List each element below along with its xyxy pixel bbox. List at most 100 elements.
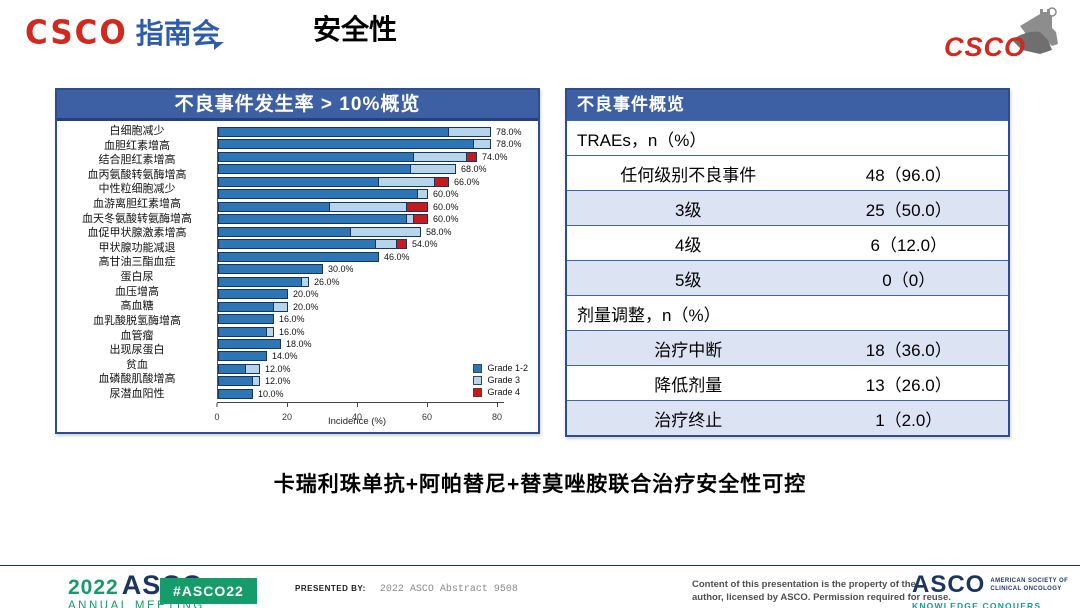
adverse-events-chart-panel: 不良事件发生率 > 10%概览 白细胞减少 血胆红素增高 结合胆红素增高 血丙氨酸转氨… <box>55 88 540 434</box>
bar-value-label: 46.0% <box>384 251 410 262</box>
chart-title: 不良事件发生率 > 10%概览 <box>57 90 538 121</box>
x-axis-tick: 60 <box>422 403 432 425</box>
hashtag-badge: #ASCO22 <box>160 578 257 604</box>
bar-row: 60.0% <box>218 189 532 200</box>
legend-label: Grade 1-2 <box>487 363 528 373</box>
legend-entry: Grade 1-2 <box>473 363 528 373</box>
csco-guide-logo-text: 指南会 <box>135 18 220 49</box>
table-row: 治疗终止 1（2.0） <box>567 400 1008 435</box>
bar-segment-grade3 <box>253 376 260 387</box>
category-label: 血胆红素增高 <box>104 139 170 152</box>
category-label: 血管瘤 <box>120 329 154 342</box>
category-label: 甲状腺功能减退 <box>98 241 176 254</box>
meeting-year: 2022 <box>68 576 119 599</box>
bar-value-label: 68.0% <box>461 164 487 175</box>
csco-logo-text: CSCO <box>944 32 1027 62</box>
legend-entry: Grade 4 <box>473 387 528 397</box>
legend-entry: Grade 3 <box>473 375 528 385</box>
bar-value-label: 58.0% <box>426 226 452 237</box>
legend-label: Grade 3 <box>487 375 520 385</box>
bar-segment-grade12 <box>218 201 330 212</box>
table-row-label: 降低剂量 <box>654 375 723 395</box>
bar-segment-grade12 <box>218 151 414 162</box>
bar-segment-grade4 <box>466 151 477 162</box>
bar-value-label: 26.0% <box>314 276 340 287</box>
category-label: 血游离胆红素增高 <box>93 198 181 211</box>
page-title: 安全性 <box>313 14 398 45</box>
category-label: 蛋白尿 <box>120 271 154 284</box>
bar-row: 60.0% <box>218 214 532 225</box>
bar-row: 16.0% <box>218 314 532 325</box>
bar-row: 14.0% <box>218 351 532 362</box>
bar-segment-grade3 <box>330 201 407 212</box>
bar-segment-grade3 <box>417 189 428 200</box>
asco-society-line-2: CLINICAL ONCOLOGY <box>990 586 1062 592</box>
bar-row: 66.0% <box>218 176 532 187</box>
plot-area: 78.0% 78.0% 74.0% 68.0% 66.0% 60.0% 60.0% 60.0%… <box>217 127 532 399</box>
bar-row: 30.0% <box>218 264 532 275</box>
bar-segment-grade4 <box>435 176 449 187</box>
bar-segment-grade12 <box>218 276 302 287</box>
bar-value-label: 60.0% <box>433 189 459 200</box>
bar-row: 20.0% <box>218 301 532 312</box>
bar-segment-grade12 <box>218 127 449 137</box>
bar-row: 12.0% <box>218 376 532 387</box>
table-rows: TRAEs，n（%） 任何级别不良事件 48（96.0） 3级 25（50.0） 4级 6（… <box>567 120 1008 435</box>
x-axis-tick: 20 <box>282 403 292 425</box>
bar-segment-grade3 <box>414 151 467 162</box>
x-axis-tick: 80 <box>492 403 502 425</box>
bar-value-label: 12.0% <box>265 363 291 374</box>
csco-guide-logo: CSCO 指南会 <box>25 12 224 52</box>
presented-by-value: 2022 ASCO Abstract 9508 <box>379 584 518 595</box>
bar-segment-grade3 <box>246 363 260 374</box>
category-label: 血磷酸肌酸增高 <box>98 373 176 386</box>
bar-row: 78.0% <box>218 127 532 137</box>
bar-segment-grade12 <box>218 239 376 250</box>
category-label: 结合胆红素增高 <box>98 154 176 167</box>
category-label: 血天冬氨酸转氨酶增高 <box>82 212 192 225</box>
category-label: 血促甲状腺激素增高 <box>87 227 187 240</box>
bar-value-label: 14.0% <box>272 351 298 362</box>
bar-value-label: 60.0% <box>433 201 459 212</box>
category-label: 血乳酸脱氢酶增高 <box>93 314 181 327</box>
bar-segment-grade4 <box>407 201 428 212</box>
table-row-value: 25（50.0） <box>865 200 952 220</box>
footer-divider <box>0 565 1080 566</box>
bar-row: 74.0% <box>218 151 532 162</box>
table-row-value: 48（96.0） <box>865 165 952 185</box>
category-label: 中性粒细胞减少 <box>98 183 176 196</box>
table-row-value: 13（26.0） <box>865 375 952 395</box>
bar-segment-grade3 <box>375 239 397 250</box>
category-label: 高血糖 <box>120 300 154 313</box>
bar-segment-grade12 <box>218 164 411 175</box>
bar-value-label: 20.0% <box>293 289 319 300</box>
bar-row: 20.0% <box>218 289 532 300</box>
category-label: 贫血 <box>126 358 148 371</box>
bar-value-label: 54.0% <box>412 239 438 250</box>
asco-society-text: AMERICAN SOCIETY OF CLINICAL ONCOLOGY <box>990 577 1068 594</box>
category-label: 白细胞减少 <box>109 125 165 137</box>
table-row-value: 1（2.0） <box>875 410 943 430</box>
bars: 78.0% 78.0% 74.0% 68.0% 66.0% 60.0% 60.0% 60.0%… <box>218 127 532 399</box>
chart-body: 白细胞减少 血胆红素增高 结合胆红素增高 血丙氨酸转氨酶增高 中性粒细胞减少 血游离胆红素… <box>57 121 538 429</box>
table-row: TRAEs，n（%） <box>567 120 1008 155</box>
legend-swatch <box>473 375 483 385</box>
csco-logo: CSCO <box>940 6 1060 64</box>
bar-segment-grade4 <box>396 239 407 250</box>
bar-row: 16.0% <box>218 326 532 337</box>
bar-row: 12.0% <box>218 363 532 374</box>
bar-segment-grade3 <box>410 164 456 175</box>
table-row-label: 3级 <box>675 200 702 220</box>
table-row: 降低剂量 13（26.0） <box>567 365 1008 400</box>
license-line-2: author, licensed by ASCO. Permission req… <box>692 592 951 604</box>
bar-segment-grade3 <box>267 326 274 337</box>
x-axis-label: Incidence (%) <box>327 416 387 427</box>
table-row-label: 任何级别不良事件 <box>620 165 757 185</box>
bar-row: 18.0% <box>218 338 532 349</box>
csco-guide-logo-csco: CSCO <box>25 14 128 52</box>
presented-by: PRESENTED BY: 2022 ASCO Abstract 9508 <box>295 584 518 595</box>
table-title: 不良事件概览 <box>567 90 1008 120</box>
license-line-1: Content of this presentation is the prop… <box>692 579 916 590</box>
bar-value-label: 16.0% <box>279 326 305 337</box>
asco-society-line-1: AMERICAN SOCIETY OF <box>990 577 1069 584</box>
